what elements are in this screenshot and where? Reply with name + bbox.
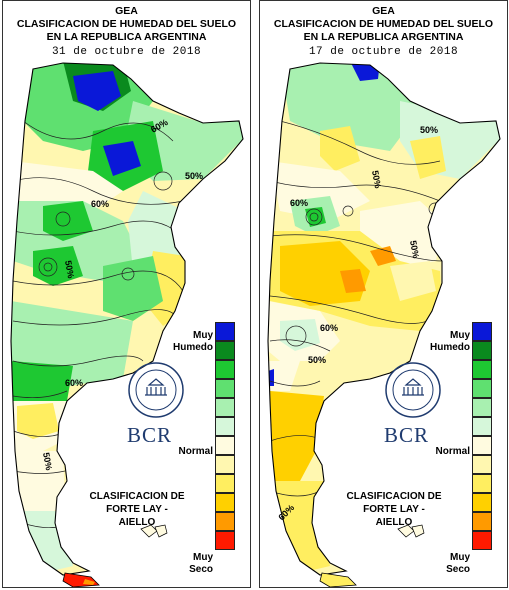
- org-label: GEA: [115, 5, 138, 17]
- legend-swatch: [472, 455, 492, 474]
- classification-note: CLASIFICACION DE FORTE LAY - AIELLO: [346, 491, 442, 528]
- legend-swatch: [215, 474, 235, 493]
- contour-label: 50%: [63, 260, 76, 279]
- color-legend: [215, 322, 237, 550]
- color-legend: [472, 322, 494, 550]
- legend-swatch: [215, 379, 235, 398]
- contour-label: 50%: [41, 452, 54, 471]
- contour-label: 50%: [370, 170, 383, 189]
- contour-label: 50%: [185, 171, 203, 181]
- legend-swatch: [215, 360, 235, 379]
- title-line-2: EN LA REPUBLICA ARGENTINA: [303, 31, 464, 43]
- legend-swatch: [472, 436, 492, 455]
- legend-swatch: [472, 493, 492, 512]
- title-line-2: EN LA REPUBLICA ARGENTINA: [46, 31, 207, 43]
- malvinas-islands: [140, 524, 168, 538]
- legend-swatch: [472, 379, 492, 398]
- bolsa-de-comercio-seal-icon: [385, 362, 441, 418]
- legend-swatch: [215, 341, 235, 360]
- legend-swatch: [215, 493, 235, 512]
- legend-bottom-label: Muy Seco: [446, 552, 470, 575]
- map-date: 17 de octubre de 2018: [308, 46, 459, 58]
- legend-swatch: [472, 531, 492, 550]
- legend-middle-label: Normal: [178, 446, 213, 457]
- contour-label: 50%: [420, 125, 438, 135]
- legend-swatch: [472, 417, 492, 436]
- map-date: 31 de octubre de 2018: [51, 46, 202, 58]
- contour-label: 60%: [91, 199, 109, 209]
- map-panel-oct-31: GEA CLASIFICACION DE HUMEDAD DEL SUELO E…: [2, 0, 251, 588]
- legend-top-label: Muy Humedo: [430, 330, 470, 353]
- map-panel-oct-17: GEA CLASIFICACION DE HUMEDAD DEL SUELO E…: [259, 0, 508, 588]
- legend-swatch: [472, 512, 492, 531]
- bcr-logo-text: BCR: [384, 423, 430, 447]
- legend-swatch: [215, 322, 235, 341]
- bcr-logo-text: BCR: [127, 423, 173, 447]
- argentina-soil-moisture-map: 50% 50% 60% 50% 60% 50% 60%: [267, 62, 501, 587]
- legend-bottom-label: Muy Seco: [189, 552, 213, 575]
- title-line-1: CLASIFICACION DE HUMEDAD DEL SUELO: [16, 18, 237, 30]
- org-label: GEA: [372, 5, 395, 17]
- contour-label: 60%: [290, 198, 308, 208]
- legend-swatch: [472, 360, 492, 379]
- legend-swatch: [215, 436, 235, 455]
- malvinas-islands: [397, 524, 425, 538]
- legend-swatch: [472, 322, 492, 341]
- title-line-1: CLASIFICACION DE HUMEDAD DEL SUELO: [273, 18, 494, 30]
- classification-note: CLASIFICACION DE FORTE LAY - AIELLO: [89, 491, 185, 528]
- contour-label: 60%: [65, 378, 83, 388]
- contour-label: 50%: [308, 355, 326, 365]
- legend-swatch: [215, 398, 235, 417]
- contour-label: 60%: [320, 323, 338, 333]
- legend-swatch: [215, 531, 235, 550]
- legend-swatch: [215, 512, 235, 531]
- argentina-soil-moisture-map: 60% 50% 60% 50% 60% 50%: [10, 62, 244, 587]
- bolsa-de-comercio-seal-icon: [128, 362, 184, 418]
- legend-top-label: Muy Humedo: [173, 330, 213, 353]
- legend-swatch: [215, 417, 235, 436]
- legend-swatch: [472, 474, 492, 493]
- legend-swatch: [472, 341, 492, 360]
- legend-middle-label: Normal: [435, 446, 470, 457]
- legend-swatch: [472, 398, 492, 417]
- legend-swatch: [215, 455, 235, 474]
- contour-label: 50%: [408, 240, 421, 259]
